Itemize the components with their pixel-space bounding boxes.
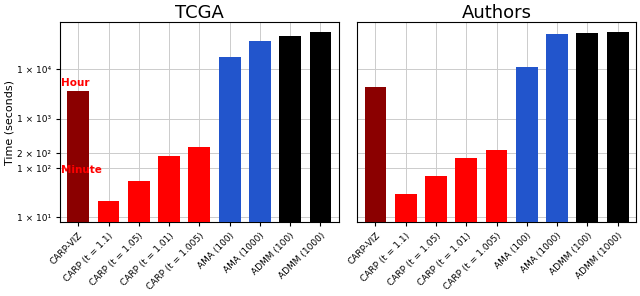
Title: TCGA: TCGA [175,4,224,22]
Text: Hour: Hour [61,78,89,88]
Bar [577,33,598,296]
Bar [425,176,447,296]
Bar [395,194,417,296]
Bar [128,181,150,296]
Bar [607,32,628,296]
Bar [279,36,301,296]
Bar [546,34,568,296]
Y-axis label: Time (seconds): Time (seconds) [4,80,14,165]
Bar [486,150,508,296]
Bar [219,57,241,296]
Bar [456,158,477,296]
Bar [249,41,271,296]
Text: Minute: Minute [61,165,102,175]
Bar [516,67,538,296]
Bar [98,201,120,296]
Bar [310,32,332,296]
Bar [188,147,211,296]
Bar [67,91,89,296]
Bar [365,86,387,296]
Bar [158,155,180,296]
Title: Authors: Authors [461,4,532,22]
